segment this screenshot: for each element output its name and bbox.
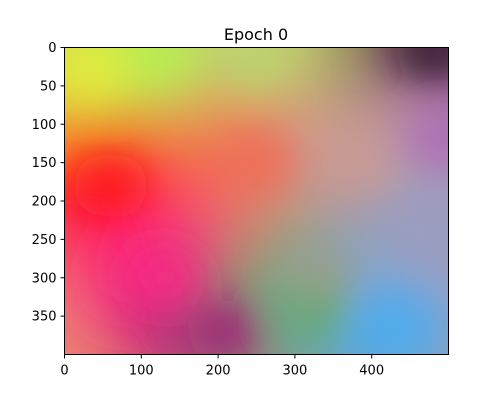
y-tick-label: 250 xyxy=(32,233,57,248)
heatmap-region-accent-6 xyxy=(218,130,295,195)
y-tick-label: 150 xyxy=(32,156,57,171)
y-tick-label: 350 xyxy=(32,310,57,325)
y-tick-label: 200 xyxy=(32,195,57,210)
x-tick-label: 400 xyxy=(359,364,384,379)
y-tick-label: 300 xyxy=(32,271,57,286)
heatmap-region-accent-8 xyxy=(126,245,203,310)
x-axis: 0 100 200 300 400 xyxy=(60,354,384,379)
x-tick-label: 200 xyxy=(206,364,231,379)
heatmap-region-accent-11 xyxy=(272,284,349,349)
heatmap-region-accent-5 xyxy=(72,153,149,218)
heatmap-region-accent-9 xyxy=(187,299,264,355)
heatmap-region-accent-7 xyxy=(318,130,395,195)
heatmap-region-accent-2 xyxy=(218,47,295,92)
y-axis: 0 50 100 150 200 250 300 350 xyxy=(32,41,65,325)
heatmap-region-accent-3 xyxy=(395,47,449,84)
x-tick-label: 0 xyxy=(60,364,68,379)
heatmap-region-accent-0 xyxy=(64,47,134,103)
heatmap-color-accents xyxy=(64,47,449,355)
y-tick-label: 100 xyxy=(32,118,57,133)
chart-title: Epoch 0 xyxy=(224,25,288,44)
heatmap-region-accent-12 xyxy=(356,291,433,355)
x-tick-label: 100 xyxy=(129,364,154,379)
heatmap-region-accent-1 xyxy=(118,47,195,88)
x-tick-label: 300 xyxy=(282,364,307,379)
heatmap-region-accent-4 xyxy=(402,107,449,172)
y-tick-label: 50 xyxy=(40,79,57,94)
y-tick-label: 0 xyxy=(48,41,56,56)
heatmap-region-accent-13 xyxy=(395,192,449,257)
